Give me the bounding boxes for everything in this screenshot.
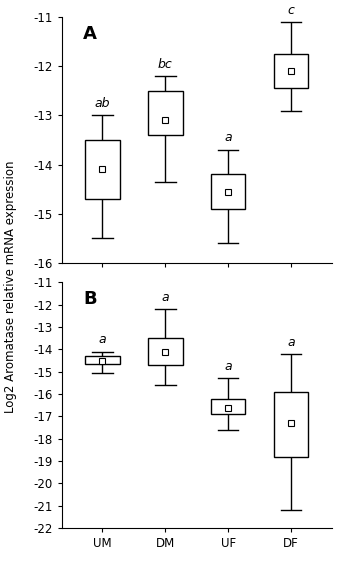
Text: bc: bc — [158, 58, 173, 71]
Bar — [85, 356, 120, 364]
Bar — [274, 54, 308, 88]
Text: a: a — [224, 131, 232, 145]
Text: ab: ab — [95, 97, 110, 110]
Bar — [148, 91, 183, 135]
Bar — [211, 174, 245, 209]
Text: a: a — [98, 333, 106, 346]
Text: a: a — [287, 336, 295, 348]
Text: c: c — [288, 3, 294, 17]
Bar — [211, 398, 245, 414]
Text: A: A — [83, 25, 97, 42]
Bar — [274, 392, 308, 457]
Bar — [85, 140, 120, 199]
Text: Log2 Aromatase relative mRNA expression: Log2 Aromatase relative mRNA expression — [4, 161, 17, 413]
Text: a: a — [224, 360, 232, 373]
Text: B: B — [83, 290, 97, 308]
Bar — [148, 338, 183, 365]
Text: a: a — [161, 291, 169, 304]
